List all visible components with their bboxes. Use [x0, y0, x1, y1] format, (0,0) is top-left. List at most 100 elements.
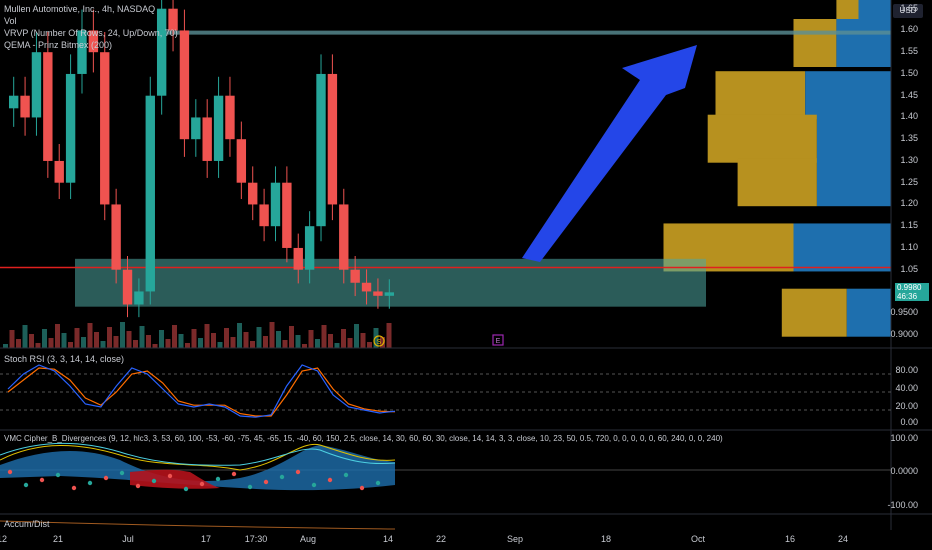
- volume-indicator-label[interactable]: Vol: [4, 16, 17, 26]
- vmc-tick-100: 100.00: [890, 433, 918, 443]
- price-tick-label: 0.9000: [890, 328, 918, 339]
- last-price-tag: 0.9980 46:36: [895, 283, 929, 301]
- time-tick-label: Oct: [690, 534, 706, 544]
- candle-body: [373, 291, 383, 296]
- vmc-dot: [199, 481, 205, 487]
- vmc-wave-yellow: [0, 443, 396, 471]
- volume-bar: [224, 328, 229, 348]
- candle-body: [65, 73, 76, 183]
- volume-bar: [165, 339, 171, 348]
- accum-dist-title[interactable]: Accum/Dist: [4, 519, 50, 529]
- volume-bar: [120, 322, 125, 348]
- vrvp-indicator-label[interactable]: VRVP (Number Of Rows, 24, Up/Down, 70): [4, 28, 178, 38]
- vmc-title[interactable]: VMC Cipher_B_Divergences (9, 12, hlc3, 3…: [4, 434, 723, 443]
- volume-bar: [269, 322, 275, 348]
- stoch-rsi-plot: [0, 364, 891, 418]
- volume-bars: [3, 322, 392, 348]
- volume-bar: [230, 337, 236, 348]
- vmc-dot: [263, 479, 269, 485]
- currency-button[interactable]: USD: [893, 4, 923, 18]
- time-tick-label: 21: [52, 534, 64, 544]
- volume-bar: [237, 323, 242, 348]
- arrow-annotation[interactable]: [522, 45, 697, 262]
- volume-bar: [16, 339, 21, 348]
- vmc-dot: [71, 485, 77, 491]
- candle-body: [316, 73, 326, 227]
- volume-bar: [302, 344, 307, 348]
- volume-bar: [198, 338, 203, 348]
- stoch-rsi-title[interactable]: Stoch RSI (3, 3, 14, 14, close): [4, 354, 125, 364]
- vmc-wave-red: [130, 469, 220, 489]
- candle-body: [31, 52, 42, 118]
- candle-body: [236, 139, 247, 183]
- volume-bar: [35, 343, 41, 348]
- volume-bar: [146, 335, 151, 348]
- qema-indicator-label[interactable]: QEMA - Prinz Bitmex (200): [4, 40, 113, 50]
- time-tick-label: Sep: [506, 534, 524, 544]
- volume-bar: [22, 325, 28, 348]
- vmc-dot: [167, 473, 173, 479]
- earnings-marker[interactable]: [492, 334, 504, 346]
- volume-profile: [663, 0, 891, 337]
- time-tick-label: 14: [382, 534, 394, 544]
- stoch-k-line: [7, 364, 396, 418]
- dividend-marker[interactable]: [373, 335, 385, 347]
- volume-bar: [55, 324, 60, 348]
- price-tick-label: 1.25: [900, 176, 918, 187]
- volume-bar: [133, 340, 138, 348]
- volume-bar: [380, 337, 385, 348]
- volume-bar: [315, 339, 320, 348]
- volume-bar: [373, 328, 379, 348]
- volume-bar: [178, 334, 184, 348]
- price-tick-label: 1.50: [900, 67, 918, 78]
- volume-bar: [191, 329, 197, 348]
- symbol-title[interactable]: Mullen Automotive, Inc., 4h, NASDAQ: [4, 4, 156, 14]
- vmc-dot: [311, 482, 317, 488]
- volume-bar: [185, 343, 190, 348]
- volume-bar: [217, 342, 223, 348]
- support-zone[interactable]: [75, 258, 706, 307]
- price-tick-label: 1.65: [900, 2, 918, 13]
- vmc-cipher-plot: [0, 442, 891, 492]
- vmc-dot: [87, 480, 93, 486]
- volume-profile-up: [793, 223, 891, 272]
- volume-bar: [334, 343, 340, 348]
- bar-countdown: 46:36: [897, 292, 918, 301]
- vmc-dot: [231, 471, 237, 477]
- candle-body: [122, 269, 133, 305]
- candle-body: [54, 160, 64, 183]
- candle-body: [384, 292, 394, 296]
- volume-bar: [152, 344, 158, 348]
- vmc-dot: [279, 474, 285, 480]
- stoch-tick-0: 0.00: [900, 417, 918, 427]
- time-tick-label: Jul: [122, 534, 134, 544]
- volume-bar: [386, 323, 392, 348]
- candle-body: [168, 8, 178, 31]
- candle-body: [282, 182, 292, 248]
- volume-profile-down: [737, 158, 817, 207]
- time-tick-label: 17:30: [244, 534, 268, 544]
- vmc-dot: [119, 470, 125, 476]
- candle-body: [20, 95, 30, 118]
- vmc-dot: [327, 477, 333, 483]
- time-tick-label: Aug: [299, 534, 317, 544]
- price-tick-label: 1.05: [900, 263, 918, 274]
- price-tick-label: 1.45: [900, 89, 918, 100]
- volume-profile-down: [793, 19, 837, 67]
- earnings-marker-label: E: [496, 338, 501, 345]
- candle-body: [9, 95, 19, 109]
- stoch-tick-40: 40.00: [895, 383, 918, 393]
- volume-bar: [354, 324, 359, 348]
- volume-bar: [308, 330, 314, 348]
- candle-body: [327, 73, 338, 205]
- candle-body: [304, 226, 315, 270]
- candle-body: [213, 95, 224, 161]
- last-price-value: 0.9980: [897, 283, 922, 292]
- vmc-dot: [7, 469, 13, 475]
- time-tick-label: 24: [837, 534, 849, 544]
- volume-profile-down: [715, 71, 806, 120]
- candles: [9, 0, 394, 318]
- volume-bar: [289, 326, 294, 348]
- volume-profile-down: [707, 114, 817, 163]
